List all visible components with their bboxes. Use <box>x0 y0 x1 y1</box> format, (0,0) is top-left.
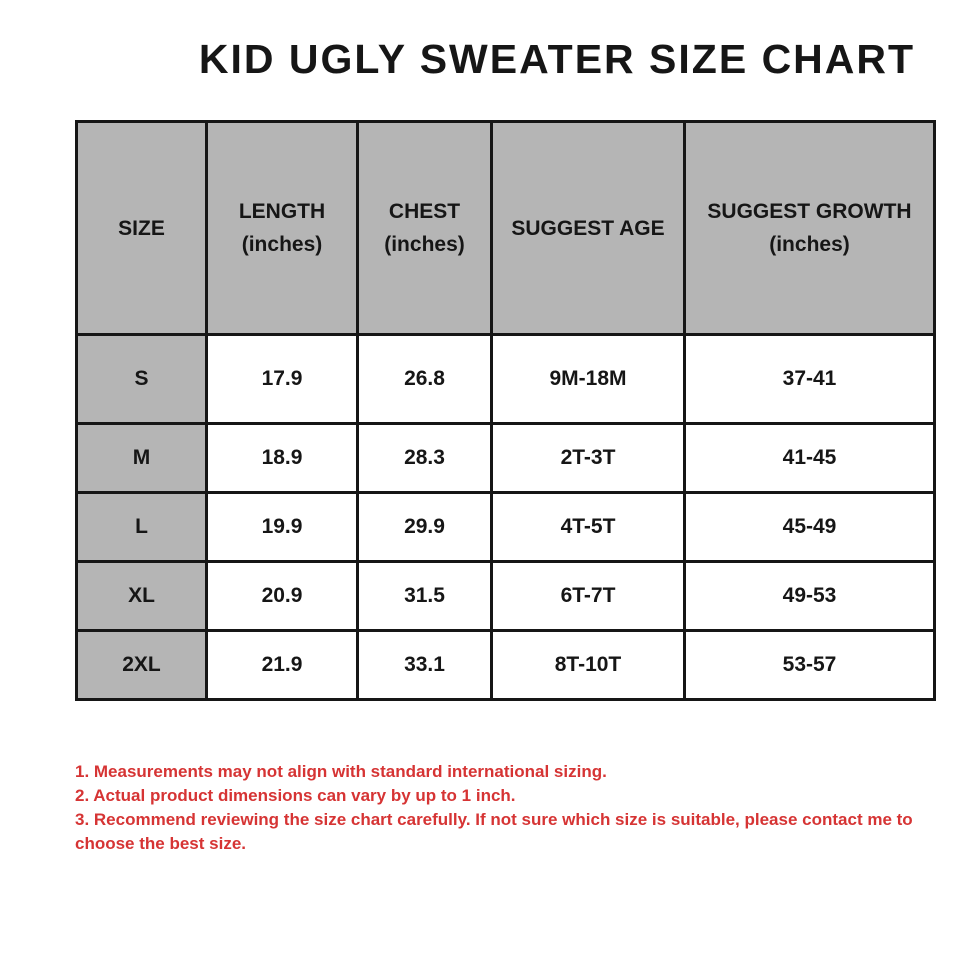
size-value: XL <box>75 560 208 632</box>
length-value: 19.9 <box>205 491 359 563</box>
table-row-s: S 17.9 26.8 9M-18M 37-41 <box>75 333 936 425</box>
table-header-row: SIZE LENGTH (inches) CHEST (inches) SUGG… <box>75 120 936 336</box>
length-value: 17.9 <box>205 333 359 425</box>
growth-value: 53-57 <box>683 629 936 701</box>
length-value: 21.9 <box>205 629 359 701</box>
footnote-1: 1. Measurements may not align with stand… <box>75 762 607 781</box>
chest-value: 26.8 <box>356 333 493 425</box>
header-length-label: LENGTH <box>238 200 326 223</box>
header-suggest-age: SUGGEST AGE <box>490 120 686 336</box>
header-suggest-growth-label: SUGGEST GROWTH <box>707 200 912 223</box>
chest-value: 31.5 <box>356 560 493 632</box>
header-suggest-growth: SUGGEST GROWTH (inches) <box>683 120 936 336</box>
header-size: SIZE <box>75 120 208 336</box>
footnote-3: 3. Recommend reviewing the size chart ca… <box>75 810 913 853</box>
page-title: KID UGLY SWEATER SIZE CHART <box>198 36 916 82</box>
size-value: L <box>75 491 208 563</box>
age-value: 6T-7T <box>490 560 686 632</box>
table-row-l: L 19.9 29.9 4T-5T 45-49 <box>75 491 936 563</box>
growth-value: 41-45 <box>683 422 936 494</box>
age-value: 9M-18M <box>490 333 686 425</box>
table-row-xl: XL 20.9 31.5 6T-7T 49-53 <box>75 560 936 632</box>
header-suggest-age-label: SUGGEST AGE <box>511 216 665 240</box>
growth-value: 49-53 <box>683 560 936 632</box>
chest-value: 33.1 <box>356 629 493 701</box>
growth-value: 45-49 <box>683 491 936 563</box>
footnote-2: 2. Actual product dimensions can vary by… <box>75 786 516 805</box>
age-value: 4T-5T <box>490 491 686 563</box>
table-row-m: M 18.9 28.3 2T-3T 41-45 <box>75 422 936 494</box>
header-size-label: SIZE <box>118 216 165 240</box>
header-chest-label: CHEST <box>388 200 461 223</box>
header-length-unit: (inches) <box>241 233 323 256</box>
size-chart-table: SIZE LENGTH (inches) CHEST (inches) SUGG… <box>75 120 936 701</box>
length-value: 18.9 <box>205 422 359 494</box>
header-chest: CHEST (inches) <box>356 120 493 336</box>
size-value: S <box>75 333 208 425</box>
chest-value: 29.9 <box>356 491 493 563</box>
age-value: 2T-3T <box>490 422 686 494</box>
size-value: 2XL <box>75 629 208 701</box>
size-value: M <box>75 422 208 494</box>
table-row-2xl: 2XL 21.9 33.1 8T-10T 53-57 <box>75 629 936 701</box>
length-value: 20.9 <box>205 560 359 632</box>
footnotes: 1. Measurements may not align with stand… <box>75 760 943 856</box>
age-value: 8T-10T <box>490 629 686 701</box>
header-chest-unit: (inches) <box>384 233 465 256</box>
growth-value: 37-41 <box>683 333 936 425</box>
chest-value: 28.3 <box>356 422 493 494</box>
header-suggest-growth-unit: (inches) <box>769 233 850 256</box>
header-length: LENGTH (inches) <box>205 120 359 336</box>
